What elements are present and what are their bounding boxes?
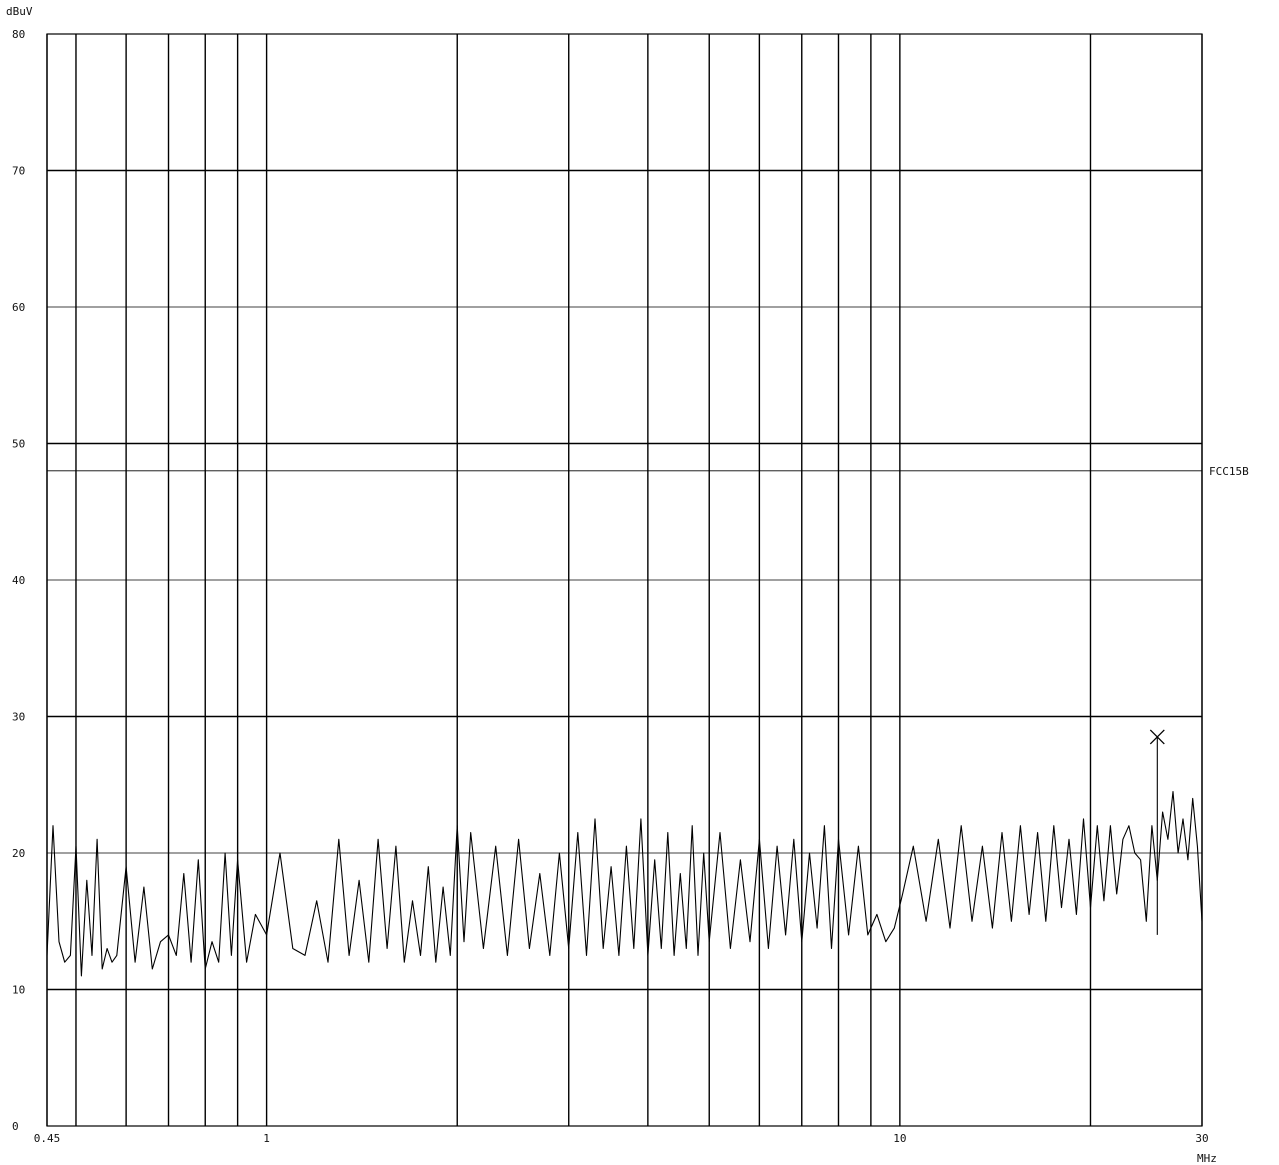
y-tick-label: 0	[12, 1120, 19, 1133]
y-axis-label: dBuV	[6, 5, 33, 18]
x-tick-labels: 0.45 1 10 30	[34, 1132, 1209, 1145]
limit-line-label: FCC15B	[1209, 465, 1249, 478]
x-tick-label: 10	[893, 1132, 906, 1145]
series-line	[46, 791, 1203, 977]
peak-marker-group	[1149, 729, 1165, 935]
x-axis-unit: MHz	[1197, 1152, 1217, 1165]
y-tick-label: 40	[12, 574, 25, 587]
y-tick-label: 50	[12, 438, 25, 451]
y-tick-label: 30	[12, 711, 25, 724]
y-tick-label: 80	[12, 28, 25, 41]
x-tick-label: 0.45	[34, 1132, 61, 1145]
x-tick-label: 1	[263, 1132, 270, 1145]
y-tick-label: 60	[12, 301, 25, 314]
y-tick-labels: 0 10 20 30 40 50 60 70 80	[12, 28, 25, 1133]
x-tick-label: 30	[1195, 1132, 1208, 1145]
y-tick-label: 70	[12, 165, 25, 178]
series-group	[46, 791, 1203, 977]
plot-frame	[46, 33, 1203, 1127]
y-tick-label: 20	[12, 847, 25, 860]
y-tick-label: 10	[12, 984, 25, 997]
